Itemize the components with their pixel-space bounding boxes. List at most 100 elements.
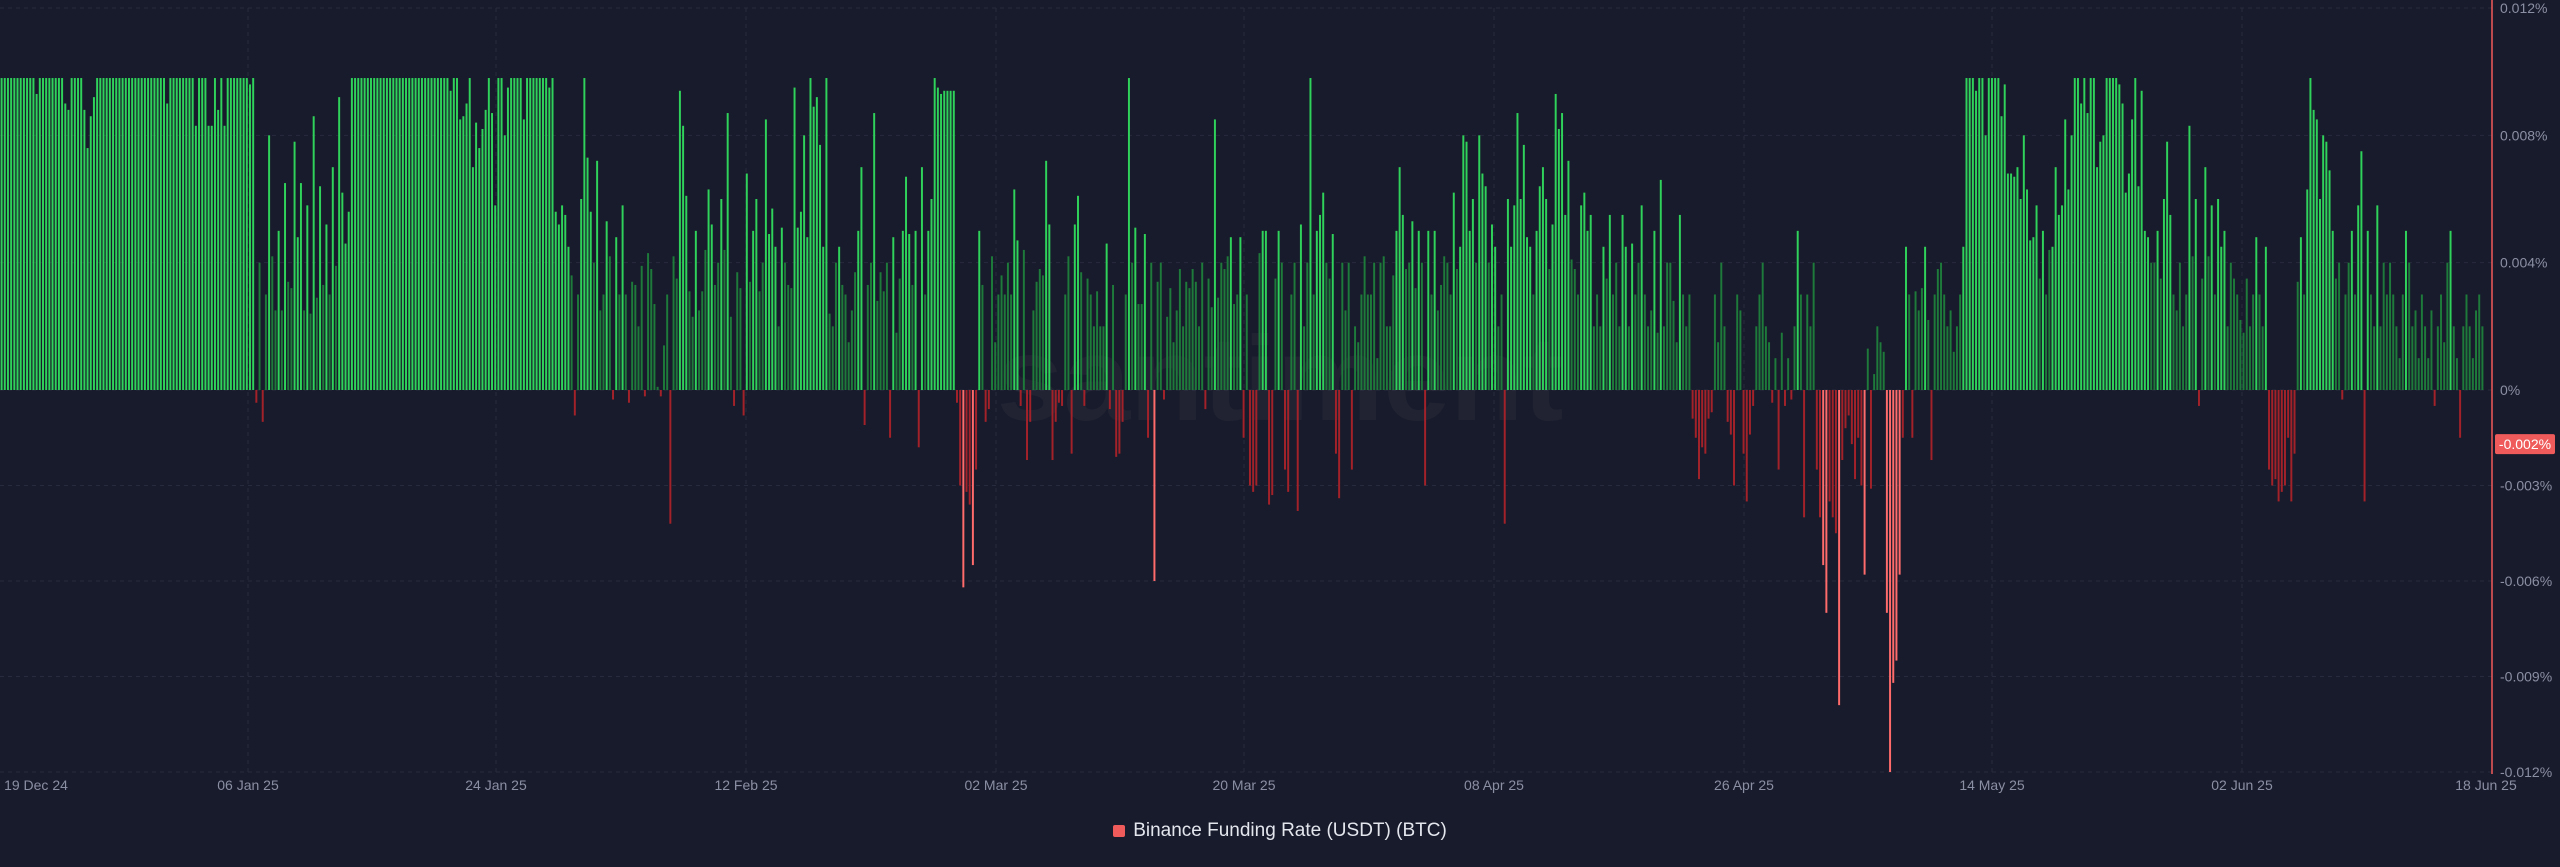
bar[interactable] <box>634 284 637 390</box>
bar[interactable] <box>726 113 729 391</box>
bar[interactable] <box>376 78 379 390</box>
bar[interactable] <box>561 205 564 390</box>
bar[interactable] <box>239 78 242 390</box>
bar[interactable] <box>500 78 503 390</box>
bar[interactable] <box>653 304 656 390</box>
bar[interactable] <box>1293 262 1296 390</box>
bar[interactable] <box>1385 326 1388 390</box>
bar[interactable] <box>2322 135 2325 390</box>
bar[interactable] <box>723 249 726 390</box>
bar[interactable] <box>2143 230 2146 390</box>
bar[interactable] <box>1745 390 1748 502</box>
bar[interactable] <box>940 93 943 390</box>
bar[interactable] <box>1723 326 1726 390</box>
bar[interactable] <box>1137 304 1140 390</box>
bar[interactable] <box>1248 390 1251 486</box>
bar[interactable] <box>1621 214 1624 390</box>
bar[interactable] <box>1312 294 1315 391</box>
bar[interactable] <box>54 78 57 390</box>
bar[interactable] <box>1662 326 1665 390</box>
bar[interactable] <box>1121 390 1124 422</box>
bar[interactable] <box>1532 294 1535 391</box>
bar[interactable] <box>2338 262 2341 390</box>
bar[interactable] <box>2201 278 2204 390</box>
bar[interactable] <box>1334 390 1337 454</box>
bar[interactable] <box>1500 294 1503 391</box>
bar[interactable] <box>1959 294 1962 391</box>
bar[interactable] <box>1742 390 1745 454</box>
bar[interactable] <box>2481 326 2484 390</box>
bar[interactable] <box>1185 281 1188 390</box>
bar[interactable] <box>1016 240 1019 390</box>
bar[interactable] <box>1573 269 1576 390</box>
bar[interactable] <box>1822 390 1825 566</box>
bar[interactable] <box>1369 294 1372 391</box>
bar[interactable] <box>182 78 185 390</box>
bar[interactable] <box>287 281 290 390</box>
bar[interactable] <box>2099 141 2102 390</box>
bar[interactable] <box>2172 294 2175 391</box>
bar[interactable] <box>2226 326 2229 390</box>
bar[interactable] <box>471 167 474 390</box>
bar[interactable] <box>924 294 927 391</box>
bar[interactable] <box>398 78 401 390</box>
bar[interactable] <box>1513 205 1516 390</box>
bar[interactable] <box>430 78 433 390</box>
bar[interactable] <box>2127 173 2130 390</box>
bar[interactable] <box>513 78 516 390</box>
bar[interactable] <box>1061 390 1064 406</box>
bar[interactable] <box>2468 326 2471 390</box>
bar[interactable] <box>863 390 866 426</box>
bar[interactable] <box>344 243 347 390</box>
bar[interactable] <box>876 300 879 390</box>
bar[interactable] <box>815 97 818 390</box>
bar[interactable] <box>1892 390 1895 683</box>
bar[interactable] <box>720 199 723 390</box>
bar[interactable] <box>1182 326 1185 390</box>
bar[interactable] <box>1815 390 1818 470</box>
bar[interactable] <box>1440 284 1443 390</box>
bar[interactable] <box>172 78 175 390</box>
bar[interactable] <box>1048 224 1051 390</box>
bar[interactable] <box>841 284 844 390</box>
bar[interactable] <box>0 78 3 390</box>
bar[interactable] <box>2223 230 2226 390</box>
bar[interactable] <box>274 310 277 390</box>
bar[interactable] <box>1844 390 1847 429</box>
bar[interactable] <box>2080 103 2083 391</box>
bar[interactable] <box>1398 167 1401 390</box>
bar[interactable] <box>1322 192 1325 390</box>
bar[interactable] <box>2325 141 2328 390</box>
bar[interactable] <box>1462 135 1465 390</box>
bar[interactable] <box>255 390 258 403</box>
bar[interactable] <box>866 284 869 390</box>
bar[interactable] <box>860 167 863 390</box>
bar[interactable] <box>1449 294 1452 391</box>
bar[interactable] <box>2268 390 2271 470</box>
bar[interactable] <box>1570 259 1573 390</box>
bar[interactable] <box>663 345 665 390</box>
bar[interactable] <box>312 116 315 390</box>
bar[interactable] <box>1895 390 1898 661</box>
bar[interactable] <box>1296 390 1299 511</box>
bar[interactable] <box>1471 199 1474 390</box>
bar[interactable] <box>1952 351 1955 390</box>
bar[interactable] <box>217 109 220 391</box>
bar[interactable] <box>2264 246 2267 390</box>
bar[interactable] <box>443 78 446 390</box>
bar[interactable] <box>2092 78 2095 390</box>
bar[interactable] <box>1379 262 1382 390</box>
bar[interactable] <box>1360 294 1363 391</box>
bar[interactable] <box>236 78 239 390</box>
bar[interactable] <box>618 294 621 391</box>
bar[interactable] <box>322 284 325 390</box>
bar[interactable] <box>1841 390 1844 461</box>
bar[interactable] <box>2283 390 2286 486</box>
bar[interactable] <box>264 294 267 391</box>
bar[interactable] <box>541 78 544 390</box>
bar[interactable] <box>118 78 121 390</box>
bar[interactable] <box>2271 390 2274 486</box>
bar[interactable] <box>1761 262 1764 390</box>
bar[interactable] <box>2404 230 2407 390</box>
bar[interactable] <box>201 78 204 390</box>
